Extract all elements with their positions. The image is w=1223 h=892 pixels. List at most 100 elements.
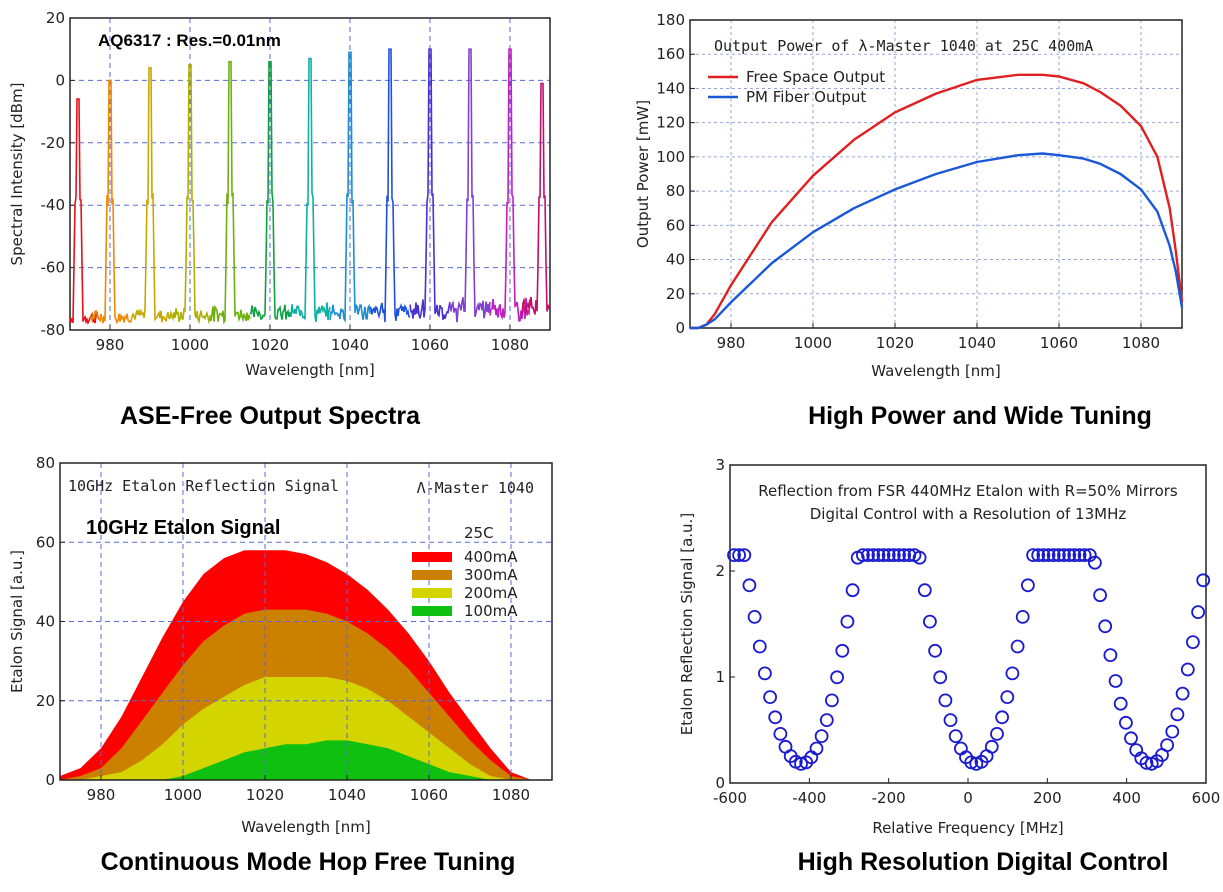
- digital-point: [825, 693, 839, 708]
- digital-point: [1180, 662, 1195, 677]
- legend-swatch: [412, 570, 452, 580]
- x-tick-label: 980: [87, 786, 116, 804]
- x-tick-label: 600: [1192, 789, 1221, 807]
- digital-point: [830, 670, 844, 685]
- digital-point: [917, 583, 932, 598]
- digital-chart: -600 -400 -200 0 200 400 600 0 1 2 3 Relative Frequ…: [678, 456, 1220, 876]
- spectrum-line: [449, 48, 491, 323]
- digital-point: [763, 690, 777, 704]
- digital-point: [1036, 548, 1051, 562]
- x-tick-label: 1040: [328, 786, 366, 804]
- y-axis-label: Etalon Signal [a.u.]: [8, 550, 26, 693]
- y-tick-label: -60: [41, 259, 66, 277]
- x-tick-label: 1080: [491, 336, 529, 354]
- digital-point: [1046, 548, 1061, 562]
- spectrum-line: [169, 64, 211, 325]
- digital-point: [1077, 548, 1092, 562]
- x-tick-label: -600: [713, 789, 747, 807]
- digital-point: [835, 643, 850, 658]
- y-tick-label: -20: [41, 134, 66, 152]
- digital-point: [943, 713, 958, 727]
- legend-swatch: [412, 588, 452, 598]
- y-tick-label: 60: [666, 216, 685, 234]
- etalon-chart: 980 1000 1020 1040 1060 1080 0 20 40 60 80 Waveleng…: [8, 454, 553, 876]
- x-tick-label: 1000: [164, 786, 202, 804]
- spectrum-line: [289, 57, 331, 322]
- x-tick-label: 1000: [794, 334, 832, 352]
- digital-point: [1119, 715, 1133, 730]
- y-tick-label: 40: [666, 251, 685, 269]
- x-tick-label: 1080: [1122, 334, 1160, 352]
- digital-point: [809, 741, 824, 756]
- digital-point: [912, 550, 927, 565]
- legend-label: 100mA: [464, 602, 518, 620]
- y-tick-label: -80: [41, 321, 66, 339]
- spectrum-line: [89, 79, 131, 325]
- y-axis-label: Output Power [mW]: [634, 100, 652, 248]
- spectrum-line: [521, 82, 551, 316]
- etalon-brand: Λ-Master 1040: [417, 479, 534, 497]
- x-tick-label: 1020: [251, 336, 289, 354]
- digital-point: [1026, 548, 1040, 562]
- y-tick-label: 160: [656, 45, 685, 63]
- legend-label: 300mA: [464, 566, 518, 584]
- digital-point: [1103, 648, 1118, 662]
- y-tick-label: 100: [656, 148, 685, 166]
- x-tick-label: 980: [717, 334, 746, 352]
- digital-point: [1186, 635, 1200, 649]
- legend-label: 400mA: [464, 548, 518, 566]
- digital-point: [1170, 707, 1185, 722]
- x-tick-label: 1060: [1040, 334, 1078, 352]
- digital-point: [1031, 548, 1046, 562]
- digital-point: [845, 583, 860, 598]
- digital-point: [752, 639, 767, 654]
- digital-point: [814, 729, 829, 743]
- digital-point: [928, 643, 942, 658]
- digital-point: [1165, 724, 1180, 739]
- caption-digital: High Resolution Digital Control: [798, 848, 1169, 876]
- legend-label: Free Space Output: [746, 68, 885, 86]
- spectrum-line: [209, 60, 251, 325]
- x-tick-label: 980: [96, 336, 125, 354]
- y-tick-label: 80: [36, 454, 55, 472]
- y-tick-label: 180: [656, 11, 685, 29]
- digital-point: [1160, 738, 1174, 752]
- x-tick-label: 1080: [492, 786, 530, 804]
- digital-point: [892, 548, 906, 562]
- y-tick-label: 2: [715, 562, 725, 580]
- x-tick-label: 400: [1112, 789, 1141, 807]
- y-tick-label: 60: [36, 533, 55, 551]
- y-tick-label: 80: [666, 182, 685, 200]
- legend-swatch: [412, 606, 452, 616]
- x-tick-label: 1000: [171, 336, 209, 354]
- digital-point: [840, 614, 855, 629]
- digital-point: [1072, 548, 1087, 562]
- y-axis-label: Spectral Intensity [dBm]: [8, 83, 26, 266]
- x-tick-label: 1060: [410, 786, 448, 804]
- digital-point: [819, 713, 834, 727]
- legend-label: 200mA: [464, 584, 518, 602]
- digital-point: [1062, 548, 1077, 562]
- y-tick-label: -40: [41, 196, 66, 214]
- digital-point: [1005, 666, 1020, 681]
- spectrum-line: [369, 48, 411, 323]
- digital-point: [1124, 731, 1138, 746]
- digital-point: [1015, 610, 1030, 624]
- digital-point: [727, 548, 741, 562]
- etalon-annotation: 10GHz Etalon Signal: [86, 517, 280, 539]
- y-tick-label: 3: [715, 456, 725, 474]
- digital-point: [876, 548, 891, 562]
- power-title: Output Power of λ-Master 1040 at 25C 400…: [714, 37, 1093, 55]
- x-tick-label: 0: [963, 789, 973, 807]
- x-tick-label: -200: [872, 789, 906, 807]
- x-axis-label: Wavelength [nm]: [241, 818, 371, 836]
- digital-point: [984, 739, 999, 754]
- power-series-line: [690, 73, 1184, 330]
- plot-frame: [689, 19, 1183, 329]
- digital-title: Reflection from FSR 440MHz Etalon with R…: [758, 482, 1178, 500]
- digital-subtitle: Digital Control with a Resolution of 13M…: [810, 505, 1127, 523]
- digital-point: [773, 727, 788, 741]
- digital-point: [1051, 548, 1066, 562]
- y-axis-label: Etalon Reflection Signal [a.u.]: [678, 513, 696, 735]
